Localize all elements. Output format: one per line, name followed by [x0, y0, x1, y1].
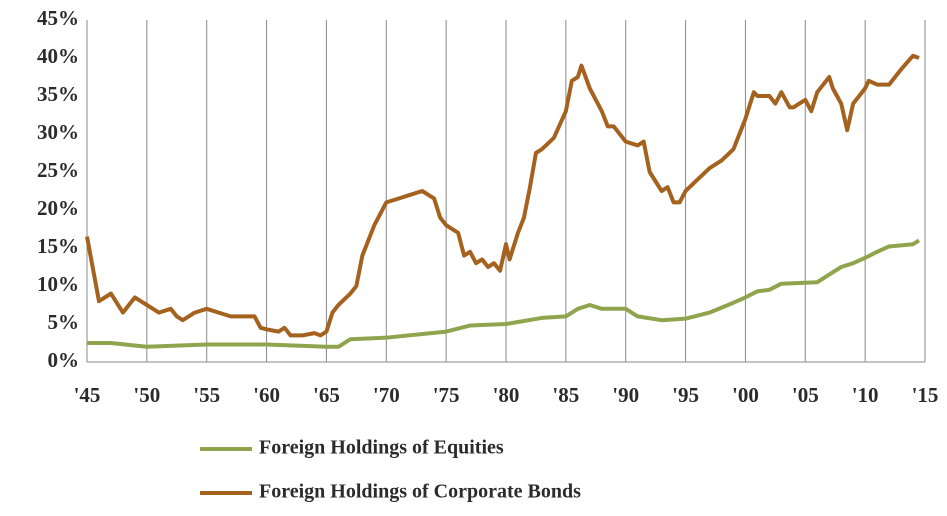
- x-tick-label: '75: [433, 383, 460, 407]
- x-tick-label: '15: [912, 383, 939, 407]
- x-tick-label: '80: [493, 383, 520, 407]
- x-tick-label: '95: [672, 383, 699, 407]
- x-tick-label: '05: [792, 383, 819, 407]
- x-tick-label: '65: [313, 383, 340, 407]
- x-tick-label: '50: [133, 383, 160, 407]
- x-tick-label: '45: [74, 383, 101, 407]
- series-line: [87, 238, 921, 349]
- x-tick-label: '10: [852, 383, 879, 407]
- x-tick-label: '85: [552, 383, 579, 407]
- y-tick-label: 35%: [37, 82, 79, 106]
- legend-label: Foreign Holdings of Equities: [259, 437, 504, 459]
- x-tick-label: '00: [732, 383, 759, 407]
- series-line: [85, 53, 920, 338]
- y-tick-label: 5%: [48, 310, 80, 334]
- y-tick-label: 10%: [37, 272, 79, 296]
- legend-label: Foreign Holdings of Corporate Bonds: [259, 481, 581, 503]
- y-tick-label: 30%: [37, 120, 79, 144]
- y-tick-label: 45%: [37, 6, 79, 30]
- x-tick-label: '70: [373, 383, 400, 407]
- y-tick-label: 15%: [37, 234, 79, 258]
- x-tick-label: '55: [193, 383, 220, 407]
- y-tick-label: 20%: [37, 196, 79, 220]
- y-tick-label: 40%: [37, 44, 79, 68]
- y-tick-label: 0%: [48, 348, 80, 372]
- x-tick-label: '60: [253, 383, 280, 407]
- y-tick-label: 25%: [37, 158, 79, 182]
- x-tick-label: '90: [612, 383, 639, 407]
